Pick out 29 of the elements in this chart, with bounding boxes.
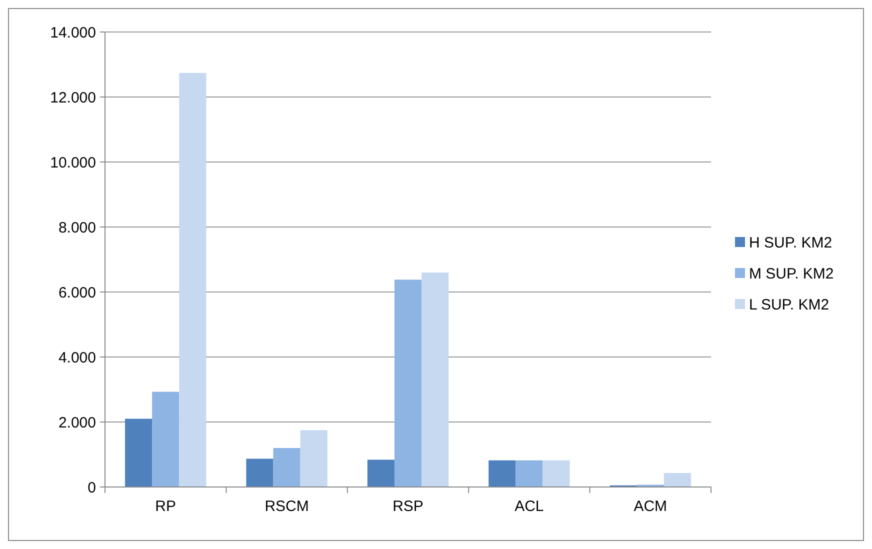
y-tick-label: 0: [88, 479, 96, 496]
bar: [367, 460, 394, 487]
legend-label: L SUP. KM2: [749, 296, 830, 314]
bar: [300, 430, 328, 487]
x-tick-label: RP: [155, 498, 176, 515]
x-tick-label: RSP: [392, 498, 424, 515]
x-tick-label: RSCM: [264, 498, 309, 515]
bar: [179, 72, 206, 487]
bar: [516, 460, 543, 487]
y-tick-label: 2.000: [58, 414, 96, 432]
y-tick-label: 12.000: [50, 89, 96, 106]
bar: [273, 448, 300, 487]
bar: [664, 473, 691, 487]
bar: [246, 458, 274, 487]
legend-label: H SUP. KM2: [749, 234, 832, 252]
bar: [152, 392, 180, 487]
bar: [542, 460, 570, 487]
x-tick-label: ACL: [514, 498, 544, 515]
bar: [422, 272, 449, 487]
y-tick-label: 14.000: [50, 24, 96, 42]
legend-label: M SUP. KM2: [749, 265, 834, 282]
y-tick-label: 10.000: [50, 154, 96, 172]
x-tick-label: ACM: [634, 498, 668, 515]
y-tick-label: 4.000: [58, 349, 96, 366]
bar: [394, 280, 422, 487]
bar: [125, 418, 152, 487]
y-tick-label: 8.000: [58, 219, 96, 236]
bar: [488, 460, 516, 487]
y-tick-label: 6.000: [58, 284, 96, 302]
